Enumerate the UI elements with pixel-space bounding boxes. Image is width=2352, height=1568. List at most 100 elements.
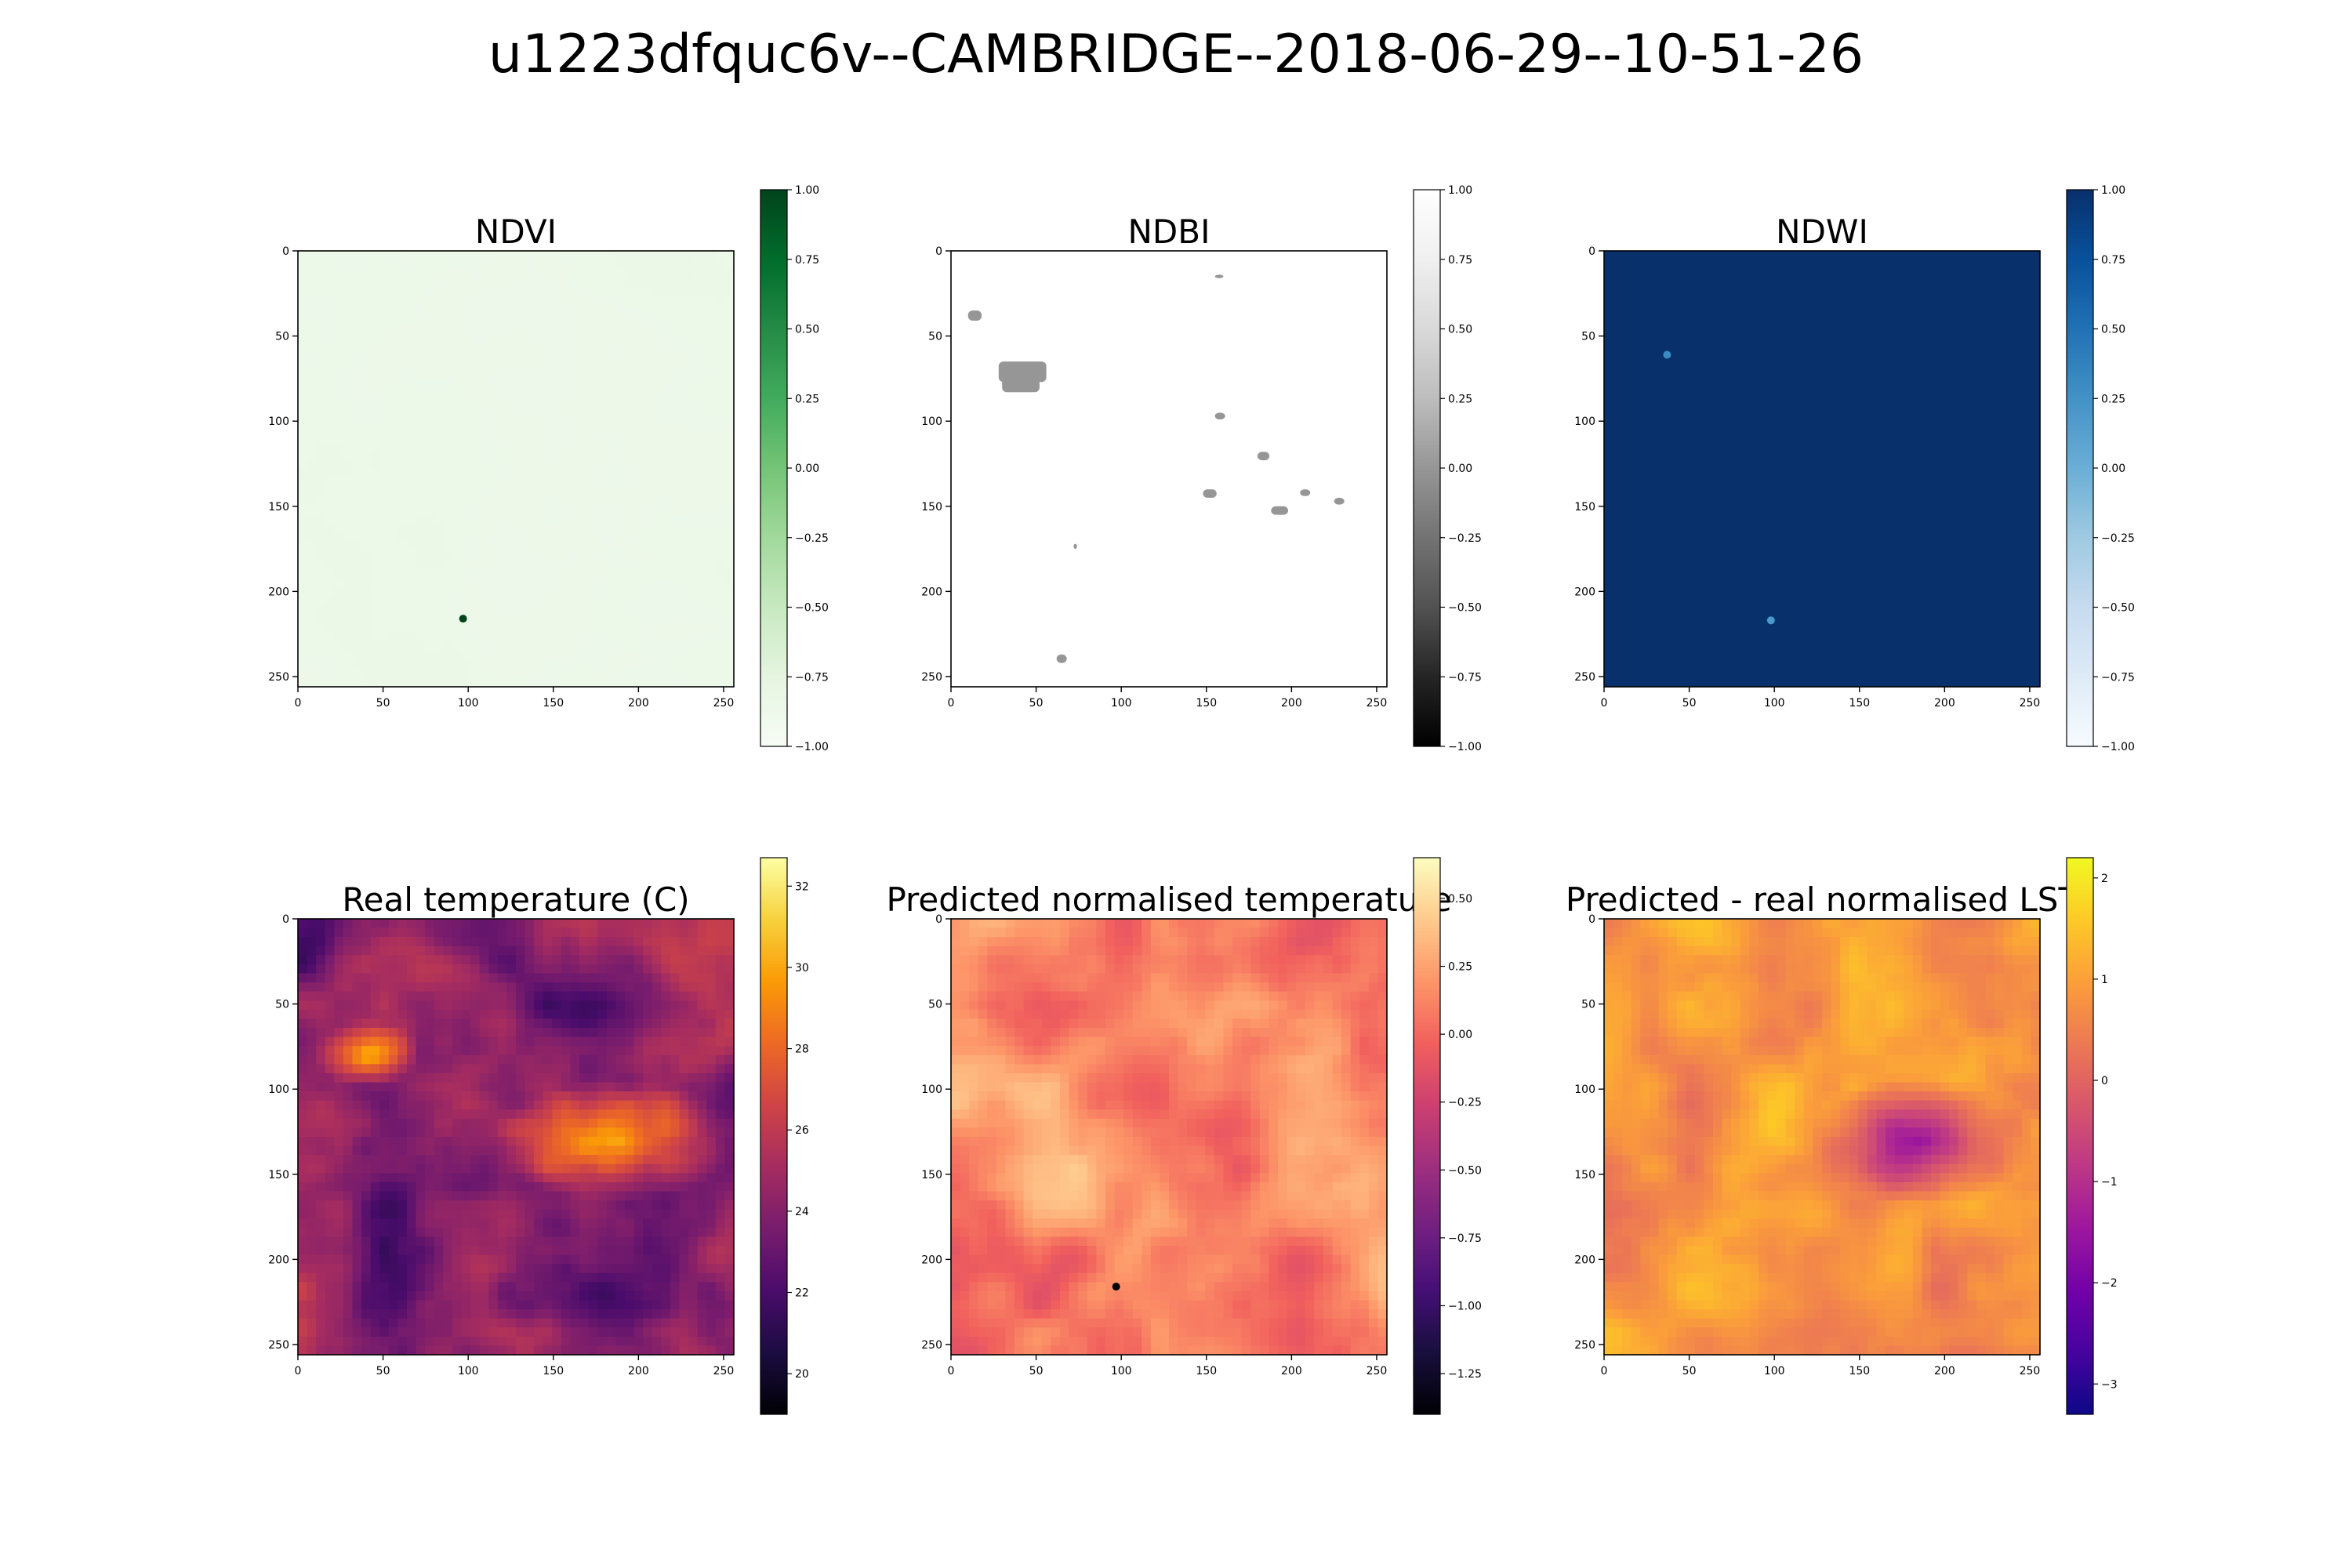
heatmap-cell: [1250, 505, 1261, 515]
heatmap-cell: [443, 341, 453, 352]
heatmap-cell: [379, 323, 390, 333]
heatmap-cell: [452, 523, 463, 533]
heatmap-cell: [334, 550, 344, 561]
heatmap-cell: [1359, 378, 1370, 388]
heatmap-cell: [1269, 269, 1279, 279]
heatmap-cell: [1196, 441, 1206, 452]
heatmap-cell: [1359, 568, 1370, 579]
heatmap-cell: [434, 568, 444, 579]
heatmap-cell: [1731, 296, 1741, 307]
heatmap-cell: [1259, 487, 1270, 497]
heatmap-cell: [1078, 450, 1088, 461]
heatmap-cell: [1205, 405, 1215, 416]
heatmap-cell: [1087, 423, 1097, 434]
colorbar-tick-label: −0.75: [1448, 671, 1482, 684]
heatmap-cell: [625, 632, 635, 642]
heatmap-cell: [452, 323, 463, 333]
heatmap-cell: [397, 360, 408, 370]
heatmap-cell: [1033, 323, 1043, 333]
heatmap-cell: [1105, 278, 1116, 288]
heatmap-cell: [643, 487, 653, 497]
heatmap-cell: [1078, 596, 1088, 606]
heatmap-cell: [1150, 586, 1161, 597]
heatmap-cell: [1123, 578, 1134, 588]
heatmap-cell: [643, 378, 653, 388]
heatmap-cell: [661, 604, 671, 615]
heatmap-cell: [452, 596, 463, 606]
heatmap-cell: [443, 459, 453, 470]
heatmap-cell: [1132, 550, 1142, 561]
heatmap-cell: [1758, 278, 1769, 288]
heatmap-cell: [996, 505, 1007, 515]
heatmap-cell: [1123, 550, 1134, 561]
heatmap-cell: [388, 360, 399, 370]
heatmap-cell: [443, 641, 453, 652]
heatmap-cell: [1278, 350, 1288, 361]
heatmap-cell: [388, 622, 399, 633]
heatmap-cell: [1178, 622, 1188, 633]
heatmap-cell: [969, 487, 979, 497]
heatmap-cell: [715, 550, 726, 561]
heatmap-cell: [643, 469, 653, 479]
heatmap-cell: [706, 596, 717, 606]
heatmap-cell: [706, 650, 717, 660]
heatmap-cell: [643, 541, 653, 551]
heatmap-cell: [1305, 396, 1315, 406]
heatmap-cell: [307, 323, 317, 333]
colorbar-tick-label: 0.50: [795, 324, 819, 336]
heatmap-cell: [1296, 677, 1306, 688]
heatmap-cell: [488, 532, 499, 543]
heatmap-cell: [1785, 260, 1795, 270]
x-tick-label: 100: [458, 697, 479, 710]
heatmap-cell: [488, 650, 499, 660]
heatmap-cell: [670, 514, 681, 524]
heatmap-cell: [1368, 495, 1379, 506]
heatmap-cell: [670, 632, 681, 642]
heatmap-cell: [1005, 341, 1015, 352]
heatmap-cell: [670, 296, 681, 307]
heatmap-cell: [652, 432, 662, 442]
heatmap-cell: [298, 260, 308, 270]
heatmap-cell: [534, 396, 544, 406]
heatmap-cell: [652, 378, 662, 388]
heatmap-cell: [652, 487, 662, 497]
heatmap-cell: [1214, 559, 1225, 570]
heatmap-cell: [960, 668, 970, 679]
heatmap-cell: [625, 650, 635, 660]
heatmap-cell: [1332, 487, 1342, 497]
heatmap-cell: [724, 568, 735, 579]
heatmap-cell: [516, 550, 526, 561]
heatmap-cell: [643, 650, 653, 660]
heatmap-cell: [497, 495, 508, 506]
heatmap-cell: [1305, 659, 1315, 670]
heatmap-cell: [397, 659, 408, 670]
heatmap-cell: [316, 495, 326, 506]
heatmap-cell: [688, 368, 699, 379]
heatmap-cell: [615, 396, 626, 406]
heatmap-cell: [679, 650, 689, 660]
heatmap-cell: [1314, 578, 1324, 588]
heatmap-cell: [407, 586, 417, 597]
heatmap-cell: [325, 668, 335, 679]
heatmap-cell: [552, 568, 562, 579]
heatmap-cell: [679, 305, 689, 315]
heatmap-cell: [951, 387, 961, 397]
heatmap-cell: [1196, 360, 1206, 370]
heatmap-cell: [688, 350, 699, 361]
heatmap-cell: [1368, 641, 1379, 652]
heatmap-cell: [1287, 269, 1297, 279]
heatmap-cell: [443, 550, 453, 561]
heatmap-cell: [606, 251, 617, 261]
heatmap-cell: [416, 550, 426, 561]
heatmap-cell: [416, 532, 426, 543]
heatmap-cell: [1078, 350, 1088, 361]
heatmap-cell: [1876, 296, 1886, 307]
heatmap-cell: [1023, 604, 1033, 615]
heatmap-cell: [416, 260, 426, 270]
heatmap-cell: [461, 414, 471, 424]
heatmap-cell: [1332, 622, 1342, 633]
heatmap-cell: [652, 387, 662, 397]
heatmap-cell: [588, 578, 598, 588]
heatmap-patch: [1214, 412, 1225, 420]
heatmap-cell: [334, 514, 344, 524]
